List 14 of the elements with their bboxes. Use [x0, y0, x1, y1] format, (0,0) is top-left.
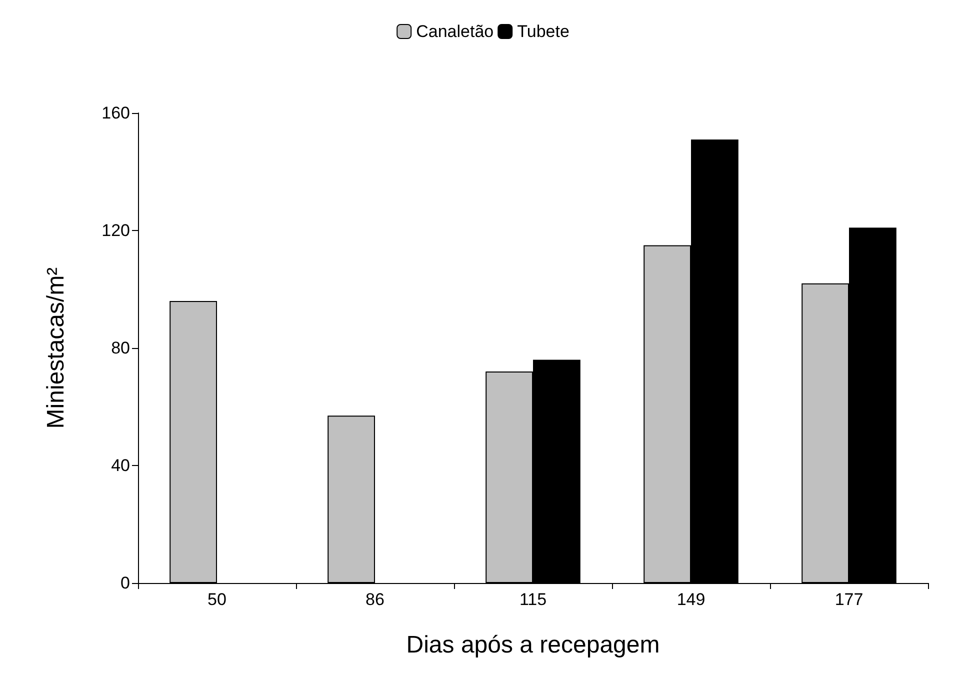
- x-tick-label: 149: [676, 590, 706, 609]
- y-tick-label: 120: [102, 221, 130, 240]
- y-tick-label: 80: [111, 338, 130, 358]
- y-tick-label: 0: [120, 574, 130, 592]
- legend-label: Tubete: [517, 22, 570, 41]
- x-tick-label: 86: [366, 590, 384, 609]
- y-tick-label: 160: [102, 104, 130, 122]
- x-tick-label: 50: [208, 590, 226, 609]
- x-tick-label: 115: [519, 590, 547, 609]
- y-tick-label: 40: [111, 456, 130, 475]
- legend-label: Canaletão: [416, 22, 494, 41]
- y-axis-title: Miniestacas/m²: [42, 267, 70, 429]
- x-tick-label: 177: [834, 590, 864, 609]
- x-axis-title: Dias após a recepagem: [406, 632, 660, 658]
